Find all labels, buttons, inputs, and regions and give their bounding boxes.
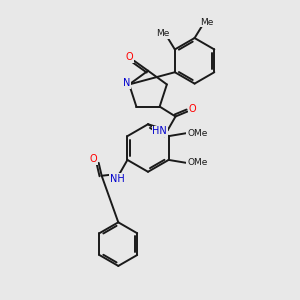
Text: Me: Me [200, 18, 213, 27]
Text: HN: HN [152, 126, 167, 136]
Text: O: O [125, 52, 133, 62]
Text: NH: NH [110, 174, 125, 184]
Text: O: O [90, 154, 98, 164]
Text: OMe: OMe [187, 129, 208, 138]
Text: OMe: OMe [187, 158, 208, 167]
Text: N: N [122, 78, 130, 88]
Text: O: O [188, 103, 196, 114]
Text: Me: Me [156, 29, 170, 38]
